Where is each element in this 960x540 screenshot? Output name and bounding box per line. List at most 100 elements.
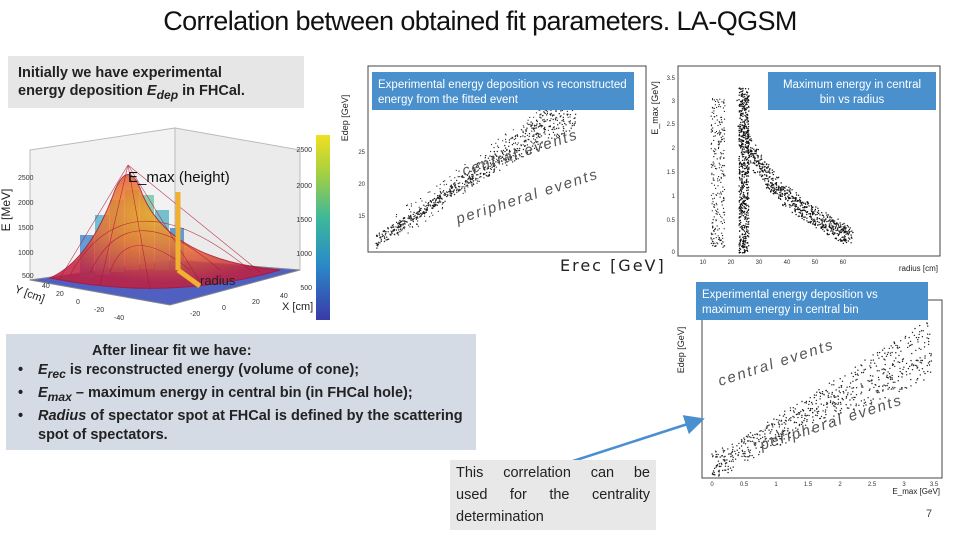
scatter-point — [410, 203, 412, 205]
scatter-point — [545, 120, 547, 122]
scatter-point — [739, 223, 741, 225]
scatter-point — [720, 169, 722, 171]
scatter-point — [719, 122, 721, 124]
scatter-point — [863, 399, 865, 401]
svg-text:1000: 1000 — [296, 251, 312, 258]
scatter-point — [743, 197, 745, 199]
scatter-point — [721, 243, 723, 245]
scatter-point — [825, 389, 827, 392]
scatter-point — [452, 190, 455, 192]
scatter-point — [738, 135, 740, 137]
scatter-point — [772, 178, 774, 180]
scatter-point — [719, 130, 721, 132]
scatter-point — [747, 230, 749, 232]
scatter-point — [920, 359, 922, 362]
scatter-point — [746, 165, 749, 167]
scatter-point — [723, 173, 725, 175]
scatter-point — [715, 453, 717, 456]
scatter-point — [740, 181, 743, 183]
scatter-point — [829, 226, 831, 229]
scatter-point — [445, 183, 448, 185]
scatter-point — [742, 187, 744, 189]
scatter-point — [451, 192, 453, 195]
scatter-point — [767, 421, 769, 423]
scatter-point — [402, 226, 405, 229]
y-axis-label: Edep [GeV] — [340, 95, 350, 142]
scatter-point — [789, 192, 792, 195]
scatter-point — [744, 233, 747, 235]
scatter-point — [464, 164, 466, 166]
scatter-point — [380, 236, 382, 238]
scatter-point — [814, 223, 816, 226]
scatter-point — [817, 410, 820, 412]
scatter-point — [520, 145, 522, 147]
scatter-point — [829, 400, 832, 402]
scatter-point — [734, 458, 737, 460]
scatter-point — [552, 131, 555, 134]
scatter-point — [739, 210, 741, 212]
scatter-point — [758, 451, 761, 453]
scatter-point — [748, 217, 750, 219]
scatter-point — [798, 424, 800, 427]
scatter-point — [897, 380, 899, 382]
scatter-point — [739, 240, 741, 242]
scatter-point — [832, 220, 834, 223]
scatter-point — [515, 134, 517, 137]
scatter-point — [457, 190, 460, 192]
scatter-point — [901, 372, 903, 374]
scatter-point — [799, 200, 802, 202]
scatter-point — [835, 407, 837, 409]
scatter-point — [501, 160, 503, 162]
scatter-point — [783, 413, 786, 416]
scatter-point — [768, 184, 770, 186]
scatter-point — [780, 420, 782, 422]
scatter-point — [744, 443, 747, 445]
scatter-point — [770, 178, 773, 180]
scatter-point — [744, 119, 746, 122]
scatter-point — [717, 208, 719, 210]
scatter-point — [745, 230, 748, 233]
scatter-point — [760, 168, 762, 170]
scatter-point — [823, 393, 825, 396]
scatter-point — [435, 198, 437, 200]
scatter-point — [479, 167, 481, 170]
scatter-point — [739, 244, 741, 246]
scatter-point — [855, 405, 857, 407]
scatter-point — [741, 148, 744, 150]
scatter-point — [547, 129, 549, 131]
scatter-point — [808, 213, 810, 215]
scatter-point — [864, 368, 867, 370]
scatter-point — [845, 389, 847, 391]
scatter-point — [924, 357, 926, 359]
scatter-point — [747, 181, 749, 183]
scatter-point — [500, 157, 502, 160]
scatter-point — [738, 191, 741, 193]
scatter-point — [738, 208, 740, 210]
scatter-points — [710, 87, 854, 254]
scatter-point — [553, 126, 555, 128]
scatter-point — [767, 170, 769, 172]
scatter-point — [719, 465, 721, 468]
scatter-point — [720, 462, 722, 464]
scatter-point — [465, 185, 467, 187]
scatter-point — [745, 239, 747, 242]
scatter-point — [722, 190, 724, 192]
scatter-point — [717, 185, 719, 187]
scatter-point — [541, 141, 543, 143]
scatter-point — [921, 359, 924, 362]
svg-text:1: 1 — [774, 482, 778, 488]
scatter-point — [755, 447, 757, 449]
scatter-point — [539, 116, 541, 118]
scatter-point — [544, 112, 546, 115]
scatter-point — [418, 213, 420, 215]
scatter-point — [543, 132, 545, 134]
scatter-point — [759, 159, 761, 161]
scatter-point — [895, 357, 897, 359]
scatter-point — [722, 469, 724, 472]
scatter-point — [384, 231, 386, 233]
scatter-point — [710, 143, 712, 145]
scatter-point — [747, 98, 749, 101]
scatter-point — [792, 415, 794, 418]
scatter-point — [745, 179, 748, 182]
scatter-point — [750, 436, 752, 439]
